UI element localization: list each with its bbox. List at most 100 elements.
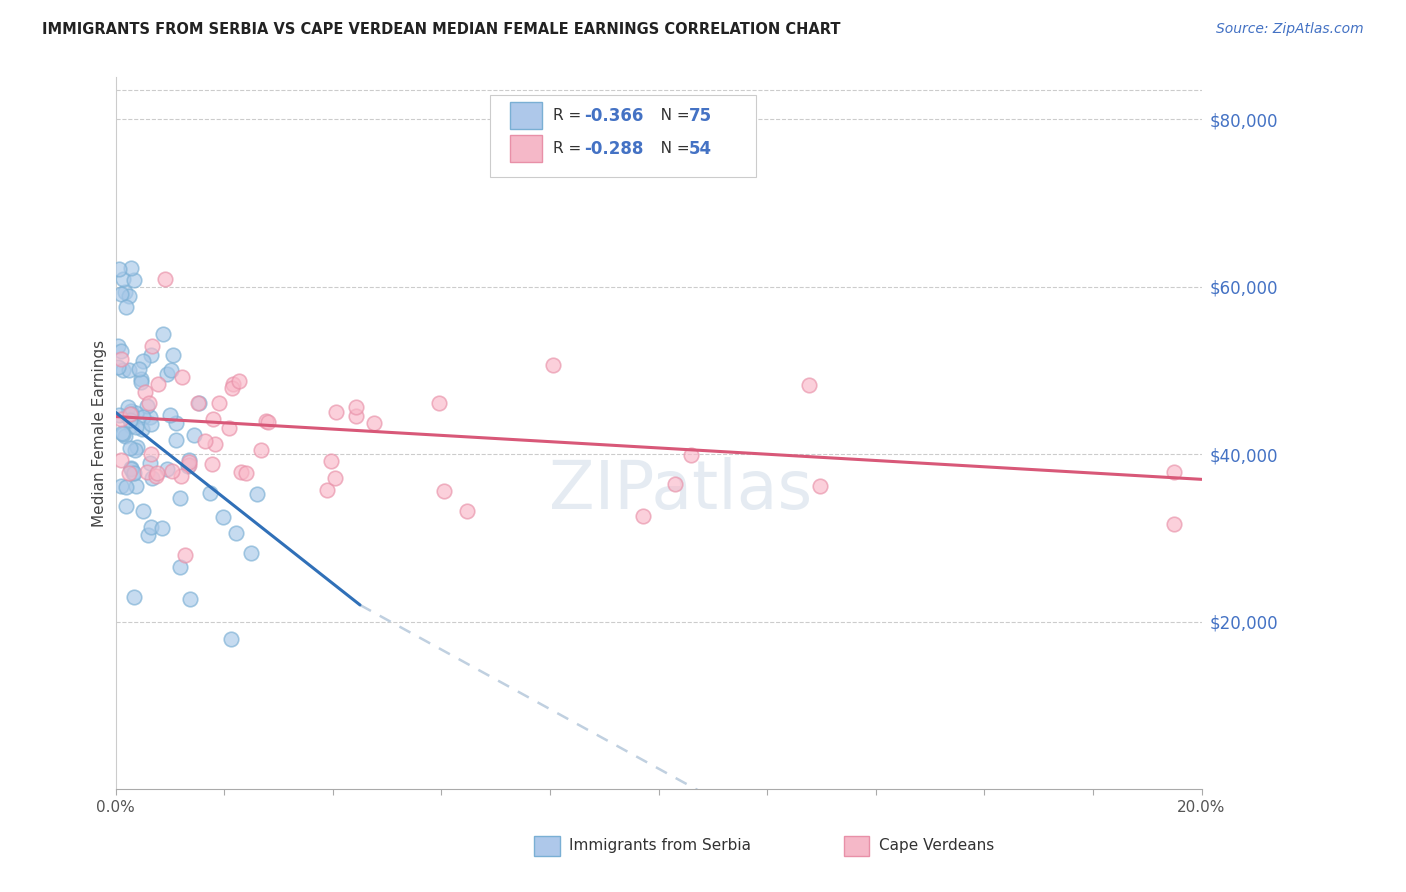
Point: [225, 526, 247, 541]
Point: [110, 344, 132, 359]
Point: [138, 396, 160, 410]
Point: [141, 470, 163, 484]
Point: [160, 464, 183, 478]
Point: [201, 412, 224, 426]
Point: [132, 409, 155, 424]
Point: [114, 285, 136, 300]
Point: [681, 448, 703, 462]
Text: N =: N =: [645, 108, 695, 123]
Point: [120, 461, 142, 475]
Point: [132, 504, 155, 518]
Point: [249, 443, 271, 458]
Point: [112, 427, 135, 442]
Point: [427, 395, 450, 409]
Point: [107, 359, 129, 374]
Point: [122, 273, 145, 287]
Point: [235, 466, 257, 480]
Point: [145, 468, 167, 483]
Point: [139, 348, 162, 362]
Text: Source: ZipAtlas.com: Source: ZipAtlas.com: [1216, 22, 1364, 37]
Point: [108, 262, 131, 277]
Point: [122, 466, 145, 480]
Text: Immigrants from Serbia: Immigrants from Serbia: [569, 838, 751, 854]
Point: [254, 414, 277, 428]
Text: -0.366: -0.366: [583, 107, 643, 125]
Point: [146, 377, 169, 392]
Point: [150, 520, 173, 534]
Point: [156, 462, 179, 476]
Point: [118, 466, 141, 480]
Point: [118, 289, 141, 303]
Point: [115, 499, 138, 513]
Point: [136, 400, 159, 414]
Point: [110, 351, 132, 366]
Point: [108, 409, 131, 423]
Point: [127, 440, 149, 454]
Point: [120, 403, 142, 417]
Point: [179, 591, 201, 606]
Point: [120, 441, 142, 455]
Point: [456, 504, 478, 518]
Point: [633, 509, 655, 524]
Point: [169, 491, 191, 505]
Point: [118, 363, 141, 377]
Text: Cape Verdeans: Cape Verdeans: [879, 838, 994, 854]
Point: [139, 409, 162, 424]
Point: [139, 520, 162, 534]
Point: [325, 405, 347, 419]
Point: [134, 385, 156, 400]
Point: [131, 375, 153, 389]
Text: R =: R =: [554, 141, 586, 156]
Point: [135, 465, 157, 479]
Point: [344, 401, 367, 415]
Point: [664, 477, 686, 491]
Point: [129, 372, 152, 386]
Point: [177, 455, 200, 469]
Point: [122, 466, 145, 480]
Point: [200, 457, 222, 471]
Point: [363, 416, 385, 430]
Point: [128, 361, 150, 376]
Text: 54: 54: [689, 140, 713, 158]
Point: [319, 454, 342, 468]
Point: [170, 469, 193, 483]
Text: N =: N =: [645, 141, 695, 156]
Point: [177, 453, 200, 467]
Point: [120, 261, 142, 276]
Point: [153, 271, 176, 285]
Point: [204, 436, 226, 450]
Y-axis label: Median Female Earnings: Median Female Earnings: [93, 340, 107, 527]
Point: [162, 348, 184, 362]
Point: [117, 401, 139, 415]
Point: [231, 466, 253, 480]
Point: [132, 353, 155, 368]
Point: [228, 375, 250, 389]
Point: [218, 421, 240, 435]
Point: [208, 395, 231, 409]
Point: [120, 419, 142, 434]
Point: [107, 339, 129, 353]
Point: [120, 407, 142, 421]
Point: [114, 480, 136, 494]
Point: [136, 528, 159, 542]
Point: [159, 408, 181, 422]
Point: [165, 416, 187, 430]
Point: [124, 419, 146, 434]
Point: [179, 458, 201, 472]
Text: -0.288: -0.288: [583, 140, 643, 158]
Point: [1163, 517, 1185, 532]
Text: 75: 75: [689, 107, 713, 125]
Point: [139, 417, 162, 431]
Point: [433, 483, 456, 498]
Text: ZIPatlas: ZIPatlas: [548, 458, 811, 524]
Point: [118, 413, 141, 427]
Point: [131, 422, 153, 436]
Point: [188, 396, 211, 410]
Point: [246, 487, 269, 501]
Point: [194, 434, 217, 448]
Point: [141, 339, 163, 353]
Text: R =: R =: [554, 108, 586, 123]
Point: [344, 409, 367, 424]
Point: [114, 429, 136, 443]
Point: [118, 407, 141, 421]
